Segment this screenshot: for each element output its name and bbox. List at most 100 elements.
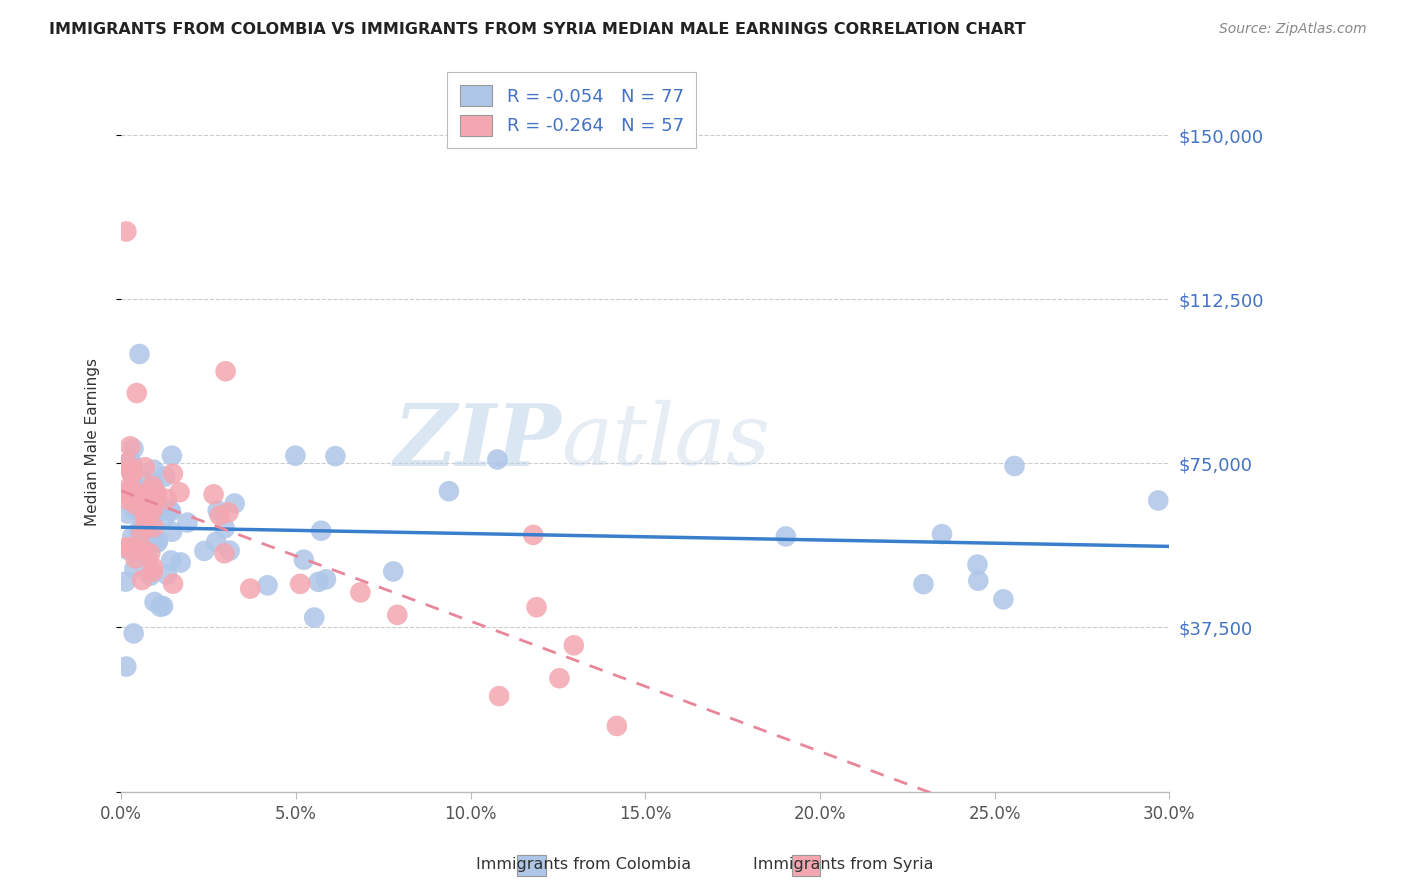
Point [218, 543, 240, 558]
Point [152, 599, 174, 614]
Point [143, 595, 166, 609]
Point [124, 543, 146, 558]
Point [153, 511, 176, 525]
Point [1147, 493, 1170, 508]
Point [966, 558, 988, 572]
Text: Immigrants from Colombia: Immigrants from Colombia [475, 857, 692, 872]
Point [160, 553, 183, 567]
Point [120, 453, 142, 467]
Point [136, 506, 159, 520]
Point [146, 534, 169, 549]
Point [120, 439, 142, 453]
Point [128, 536, 150, 550]
Point [142, 565, 165, 579]
Point [160, 524, 183, 539]
Point [382, 565, 405, 579]
Point [118, 484, 141, 499]
Point [129, 494, 152, 508]
Point [1004, 458, 1026, 473]
Point [115, 659, 138, 673]
Point [208, 508, 231, 523]
Point [139, 568, 162, 582]
Point [125, 386, 148, 401]
Point [135, 519, 157, 533]
Point [931, 527, 953, 541]
Point [131, 573, 153, 587]
Point [121, 466, 143, 480]
Point [218, 505, 240, 519]
Point [149, 599, 172, 614]
Point [148, 505, 170, 519]
Text: IMMIGRANTS FROM COLOMBIA VS IMMIGRANTS FROM SYRIA MEDIAN MALE EARNINGS CORRELATI: IMMIGRANTS FROM COLOMBIA VS IMMIGRANTS F… [49, 22, 1026, 37]
Point [156, 567, 179, 582]
Point [176, 516, 198, 530]
Point [967, 574, 990, 588]
Point [117, 481, 139, 495]
Point [193, 544, 215, 558]
Point [142, 532, 165, 546]
Point [288, 577, 311, 591]
Point [139, 482, 162, 496]
Point [142, 502, 165, 516]
Point [488, 689, 510, 703]
Point [129, 526, 152, 541]
Point [124, 562, 146, 576]
Point [309, 524, 332, 538]
Point [135, 541, 157, 556]
Point [522, 528, 544, 542]
Point [120, 463, 142, 477]
Point [128, 524, 150, 538]
Point [239, 582, 262, 596]
Point [134, 511, 156, 525]
Point [139, 546, 162, 560]
Point [157, 502, 180, 516]
Point [387, 607, 409, 622]
Text: Immigrants from Syria: Immigrants from Syria [754, 857, 934, 872]
Point [117, 458, 139, 473]
Point [562, 638, 585, 652]
Point [205, 535, 228, 549]
Point [302, 610, 325, 624]
Point [122, 502, 145, 516]
Point [138, 535, 160, 549]
Point [142, 463, 165, 477]
Point [160, 504, 183, 518]
Point [284, 449, 307, 463]
Point [256, 578, 278, 592]
Point [136, 549, 159, 563]
Point [486, 452, 509, 467]
Point [115, 224, 138, 238]
Point [349, 585, 371, 599]
Point [127, 541, 149, 555]
Point [169, 556, 191, 570]
Point [134, 491, 156, 505]
Point [131, 519, 153, 533]
Point [202, 487, 225, 501]
Point [114, 486, 136, 500]
Point [142, 560, 165, 574]
Point [145, 486, 167, 500]
Point [155, 469, 177, 483]
Point [128, 473, 150, 487]
Point [214, 364, 236, 378]
Point [993, 592, 1015, 607]
Point [117, 456, 139, 470]
Point [128, 347, 150, 361]
Point [214, 546, 236, 560]
Point [117, 507, 139, 521]
Point [325, 449, 347, 463]
Point [142, 520, 165, 534]
Point [138, 484, 160, 499]
Point [118, 540, 141, 554]
Point [121, 483, 143, 497]
Point [162, 467, 184, 481]
Point [141, 494, 163, 508]
Point [122, 442, 145, 456]
Point [214, 521, 236, 535]
Point [162, 576, 184, 591]
Point [143, 494, 166, 508]
Text: atlas: atlas [561, 401, 770, 483]
Point [169, 485, 191, 500]
Point [132, 531, 155, 545]
Point [315, 572, 337, 586]
